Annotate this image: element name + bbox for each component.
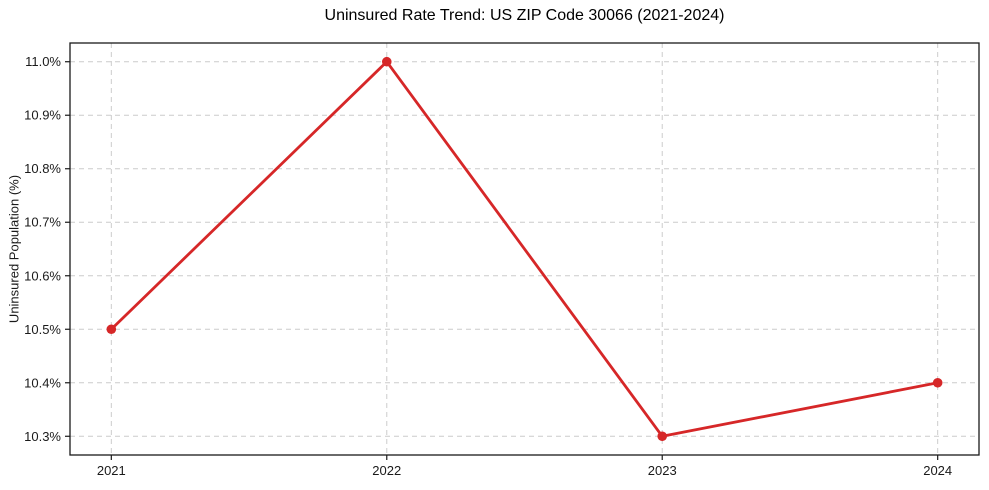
y-tick-label: 10.8%: [24, 161, 61, 176]
y-tick-label: 10.4%: [24, 375, 61, 390]
y-tick-label: 10.3%: [24, 429, 61, 444]
chart-title: Uninsured Rate Trend: US ZIP Code 30066 …: [324, 7, 725, 24]
y-tick-label: 10.9%: [24, 108, 61, 123]
x-tick-label: 2023: [648, 463, 677, 478]
y-axis-label: Uninsured Population (%): [6, 174, 22, 324]
data-point-marker: [932, 377, 943, 388]
data-point-marker: [381, 56, 392, 67]
y-tick-label: 10.5%: [24, 322, 61, 337]
x-tick-label: 2021: [97, 463, 126, 478]
data-point-marker: [106, 324, 117, 335]
plot-border: [69, 42, 980, 456]
trend-line: [109, 60, 940, 438]
x-tick-label: 2022: [372, 463, 401, 478]
y-tick-label: 10.6%: [24, 268, 61, 283]
y-tick-label: 11.0%: [25, 54, 61, 69]
x-tick-label: 2024: [923, 463, 952, 478]
y-tick-label: 10.7%: [24, 215, 61, 230]
data-point-marker: [657, 431, 668, 442]
